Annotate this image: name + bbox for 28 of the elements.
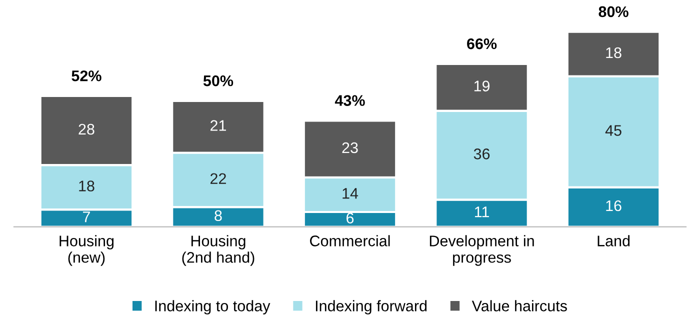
data-label: 6 (346, 212, 354, 224)
data-label: 22 (210, 173, 226, 184)
legend-label: Value haircuts (472, 300, 567, 312)
data-label: 28 (78, 124, 94, 135)
data-label: 7 (83, 212, 90, 222)
data-label: 45 (605, 125, 622, 136)
total-label: 52% (72, 70, 102, 82)
x-tick-label: Housing (2nd hand) (182, 235, 254, 266)
data-label: 19 (474, 80, 490, 92)
total-label: 66% (467, 38, 497, 50)
data-label: 14 (342, 188, 358, 199)
data-label: 8 (214, 210, 222, 222)
x-tick-label: Land (598, 235, 630, 246)
data-label: 16 (606, 200, 622, 212)
legend-label: Indexing to today (155, 300, 270, 314)
data-label: 18 (606, 47, 622, 58)
data-label: 21 (210, 120, 226, 131)
data-label: 36 (474, 148, 490, 160)
legend-label: Indexing forward (316, 300, 427, 314)
data-label: 23 (342, 142, 358, 154)
x-tick-label: Housing (new) (60, 235, 114, 266)
x-tick-label: Development in progress (430, 235, 534, 266)
data-label: 18 (79, 180, 94, 192)
total-label: 80% (598, 6, 628, 18)
total-label: 43% (334, 95, 365, 106)
data-label: 11 (474, 206, 489, 218)
x-tick-label: Commercial (310, 235, 390, 246)
total-label: 50% (203, 75, 234, 86)
